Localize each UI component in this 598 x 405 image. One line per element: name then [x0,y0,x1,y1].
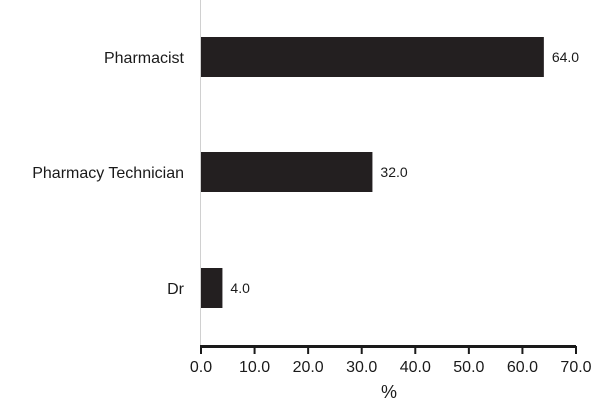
x-tick-label: 30.0 [346,359,377,376]
value-label: 32.0 [380,164,407,180]
bar [201,152,373,192]
x-ticks-layer: 0.0 10.0 20.0 30.0 40.0 50.0 60.0 70.0 [190,346,592,376]
x-tick-label: 60.0 [507,359,538,376]
x-tick-label: 50.0 [453,359,484,376]
x-tick-label: 40.0 [400,359,431,376]
bars-layer: Pharmacist 64.0 Pharmacy Technician 32.0 Dr 4… [32,37,579,308]
x-tick-label: 0.0 [190,359,212,376]
category-label: Dr [167,281,185,298]
bar [201,268,223,308]
bar [201,37,544,77]
x-tick-label: 10.0 [239,359,270,376]
value-label: 4.0 [230,280,250,296]
category-label: Pharmacist [104,50,185,67]
x-tick-label: 20.0 [293,359,324,376]
x-tick-label: 70.0 [560,359,591,376]
value-label: 64.0 [552,49,579,65]
x-axis-title: % [381,382,397,402]
category-label: Pharmacy Technician [32,165,184,182]
